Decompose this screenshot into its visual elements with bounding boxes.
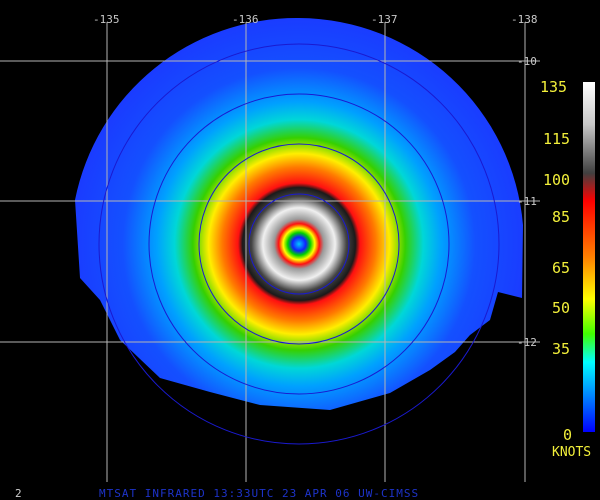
range-ring-4 [98,43,500,445]
lon-label-136: -136 [232,13,259,26]
colorbar-tick-115: 115 [543,130,570,148]
colorbar-tick-85: 85 [552,208,570,226]
colorbar-tick-50: 50 [552,299,570,317]
lon-label-135: -135 [93,13,120,26]
range-rings [98,43,500,445]
footer-caption: MTSAT INFRARED 13:33UTC 23 APR 06 UW-CIM… [99,487,419,500]
lat-label-10: -10 [517,55,537,68]
range-ring-3 [148,93,450,395]
colorbar-tick-0: 0 [563,426,572,444]
colorbar-tick-100: 100 [543,171,570,189]
lat-label-11: -11 [517,195,537,208]
lon-label-138: -138 [511,13,538,26]
lat-lon-grid [0,22,540,482]
range-ring-2 [198,143,400,345]
colorbar-tick-65: 65 [552,259,570,277]
range-ring-1 [248,193,350,295]
frame-number: 2 [15,487,22,500]
colorbar-gradient [583,82,595,432]
colorbar-tick-135: 135 [540,78,567,96]
lon-label-137: -137 [371,13,398,26]
colorbar-tick-35: 35 [552,340,570,358]
lat-label-12: -12 [517,336,537,349]
colorbar-unit: KNOTS [552,445,591,460]
wind-speed-colorbar: 135 115 100 85 65 50 35 0 KNOTS [540,78,595,460]
